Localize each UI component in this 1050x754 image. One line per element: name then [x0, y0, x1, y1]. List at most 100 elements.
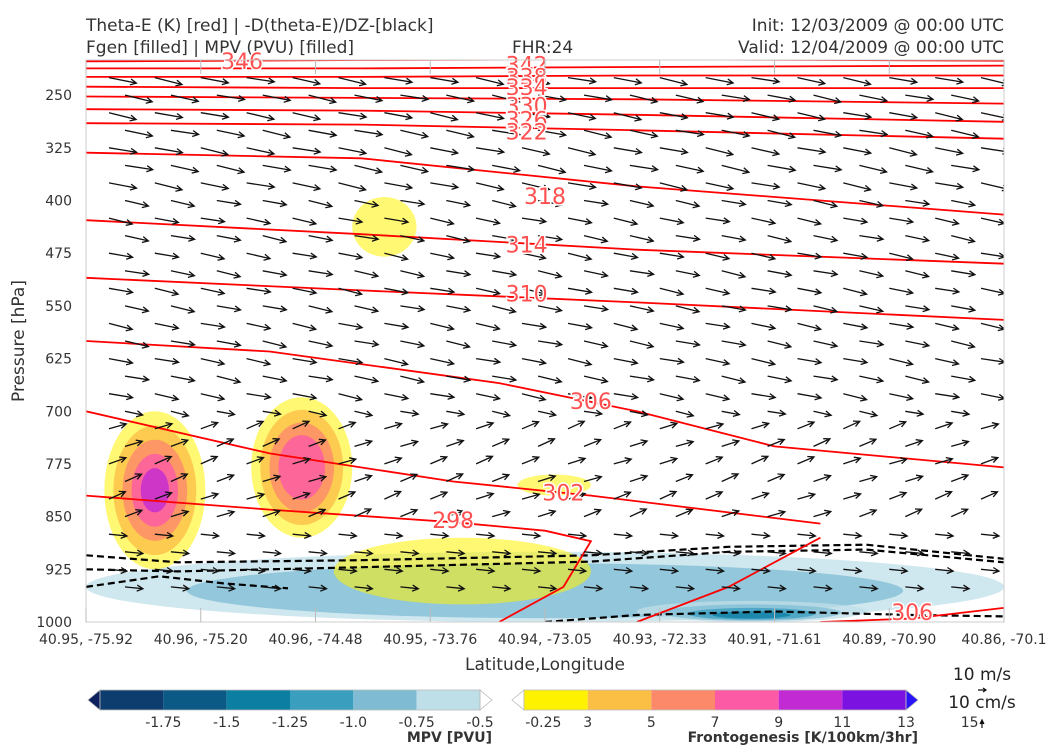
wind-arrow [613, 112, 643, 122]
wind-arrow [200, 252, 226, 261]
wind-arrow [216, 438, 235, 447]
wind-arrow [384, 393, 410, 401]
theta-e-contour-label: 314 [506, 233, 548, 258]
y-tick-label: 325 [45, 141, 72, 157]
x-tick-label: 40.89, -70.90 [842, 632, 936, 648]
wind-arrow [492, 94, 521, 105]
wind-arrow [384, 287, 410, 296]
wind-arrow [292, 531, 312, 540]
fgen-colorbar-title: Frontogenesis [K/100km/3hr] [688, 730, 918, 746]
wind-arrow [338, 531, 358, 540]
wind-arrow [338, 357, 364, 366]
wind-arrow [246, 182, 276, 190]
fgen-fill-region [278, 435, 325, 500]
title-line-1: Theta-E (K) [red] | -D(theta-E)/DZ-[blac… [85, 16, 434, 36]
wind-arrow [384, 217, 410, 225]
wind-arrow [246, 287, 272, 295]
wind-arrow [675, 439, 695, 448]
wind-arrow [980, 566, 1001, 575]
wind-arrow [583, 584, 604, 592]
wind-arrow [124, 375, 151, 383]
wind-arrow [705, 182, 735, 192]
x-tick-label: 40.91, -71.61 [727, 632, 821, 648]
wind-arrow [567, 393, 594, 401]
fgen-fill-region [333, 537, 591, 605]
wind-arrow [430, 357, 456, 367]
wind-arrow [446, 409, 466, 417]
fgen-colorbar-tick-label: 7 [711, 715, 720, 731]
wind-arrow [170, 199, 196, 209]
wind-arrow [400, 94, 430, 103]
wind-arrow [492, 549, 512, 557]
wind-arrow [843, 252, 869, 260]
wind-arrow [950, 473, 970, 483]
wind-arrow [521, 492, 541, 500]
wind-arrow [216, 340, 242, 348]
wind-arrow [905, 584, 925, 592]
wind-arrow [124, 234, 150, 244]
wind-arrow [659, 76, 689, 87]
wind-arrow [170, 305, 196, 314]
wind-arrow [721, 199, 747, 208]
wind-arrow [721, 473, 740, 483]
wind-arrow [521, 357, 548, 366]
x-tick-label: 40.96, -74.48 [268, 632, 362, 648]
wind-arrow [292, 393, 318, 401]
wind-arrow [583, 438, 603, 448]
wind-arrow [154, 322, 180, 331]
wind-arrow [889, 566, 909, 575]
fgen-colorbar-swatch [524, 690, 588, 710]
wind-arrow [537, 94, 568, 103]
wind-arrow [889, 76, 919, 85]
wind-arrow [705, 287, 731, 296]
wind-arrow [292, 112, 322, 122]
wind-arrow [292, 566, 312, 575]
wind-arrow [430, 252, 456, 261]
fgen-colorbar-extend-high [905, 689, 919, 711]
wind-arrow [384, 76, 414, 85]
wind-arrow [200, 287, 226, 296]
wind-arrow [859, 410, 879, 418]
wind-arrow [751, 566, 771, 575]
wind-arrow [659, 421, 679, 430]
wind-arrow [124, 129, 154, 139]
wind-arrow [246, 112, 276, 122]
theta-e-contour-label: 306 [570, 390, 612, 415]
valid-time: Valid: 12/04/2009 @ 00:00 UTC [738, 38, 1004, 58]
wind-arrow [951, 270, 977, 278]
wind-arrow [430, 322, 456, 332]
wind-arrow [308, 234, 334, 243]
wind-arrow [567, 252, 593, 262]
wind-arrow [338, 566, 358, 575]
wind-arrow [583, 508, 603, 518]
wind-arrow [537, 199, 564, 208]
wind-arrow [705, 217, 731, 225]
wind-arrow [246, 252, 272, 261]
wind-arrow [108, 147, 139, 155]
wind-arrow [797, 147, 827, 155]
wind-arrow [354, 234, 380, 242]
wind-arrow [108, 393, 135, 401]
wind-arrow [813, 340, 839, 349]
wind-arrow [262, 509, 282, 518]
wind-arrow [813, 94, 843, 105]
wind-arrow [629, 305, 655, 314]
wind-arrow [935, 456, 954, 465]
wind-arrow [200, 421, 220, 430]
wind-arrow [338, 112, 368, 120]
y-tick-label: 250 [45, 88, 72, 104]
wind-arrow [262, 270, 288, 278]
wind-arrow [354, 549, 374, 557]
wind-arrow [629, 129, 659, 139]
wind-arrow [292, 287, 318, 296]
wind-arrow [124, 94, 154, 104]
wind-arrow [354, 584, 374, 592]
wind-arrow [905, 409, 925, 417]
wind-arrow [859, 474, 879, 483]
theta-e-contour-label: 338 [506, 66, 548, 91]
wind-arrow [721, 409, 741, 418]
wind-arrow [951, 439, 970, 448]
wind-arrow [430, 392, 456, 400]
wind-arrow [935, 566, 955, 575]
